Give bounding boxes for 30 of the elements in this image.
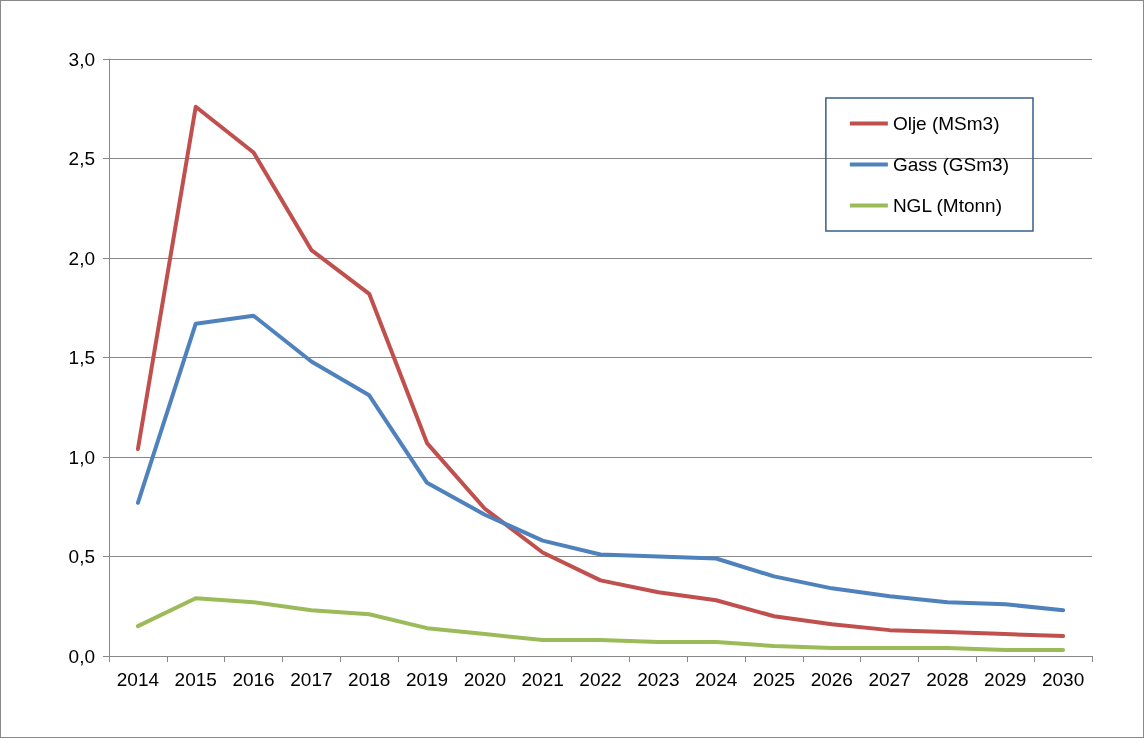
x-tick-label: 2014: [116, 669, 160, 690]
x-tick-label: 2024: [695, 669, 738, 690]
x-tick-label: 2022: [579, 669, 622, 690]
x-tick-label: 2030: [1041, 669, 1085, 690]
x-tick-label: 2027: [868, 669, 911, 690]
line-series: [135, 104, 1066, 639]
x-tick-label: 2028: [926, 669, 969, 690]
y-tick-label: 0,5: [68, 546, 95, 567]
y-tick-label: 0,0: [68, 645, 95, 667]
x-tick-label: 2023: [637, 669, 680, 690]
x-tick-label: 2020: [463, 669, 506, 690]
line-series: [135, 313, 1066, 613]
y-tick-label: 2,5: [68, 148, 95, 169]
x-tick-label: 2016: [232, 669, 275, 690]
x-tick-label: 2018: [348, 669, 391, 690]
x-tick-label: 2021: [521, 669, 564, 690]
y-tick-label: 1,5: [68, 347, 95, 368]
y-tick-label: 1,0: [68, 446, 95, 468]
x-tick-label: 2025: [752, 669, 796, 690]
x-tick-label: 2026: [810, 669, 853, 690]
y-tick-label: 3,0: [68, 48, 95, 70]
x-tick-label: 2029: [984, 669, 1027, 690]
legend-label: Gass (GSm3): [892, 154, 1009, 175]
x-tick-label: 2015: [174, 669, 217, 690]
legend-label: Olje (MSm3): [892, 113, 1000, 134]
x-tick-label: 2017: [290, 669, 333, 690]
y-tick-label: 2,0: [68, 247, 95, 269]
x-tick-label: 2019: [405, 669, 449, 690]
line-series: [135, 596, 1066, 653]
legend-label: NGL (Mtonn): [892, 195, 1002, 216]
